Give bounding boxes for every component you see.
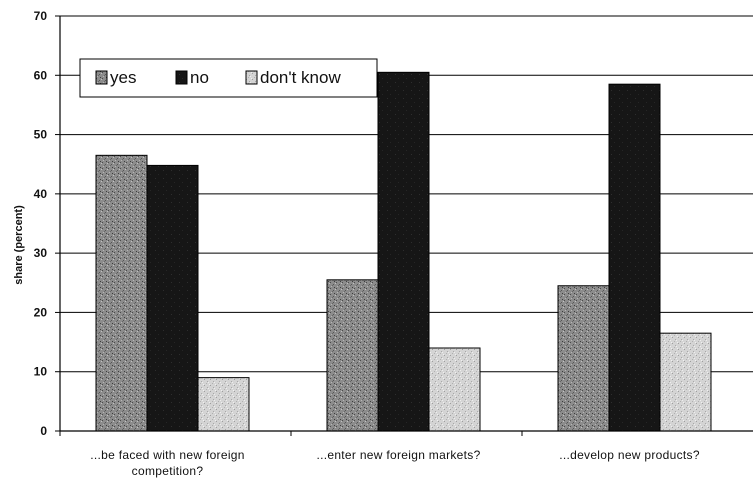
- y-tick-label: 30: [34, 246, 48, 260]
- bar-don-t-know-2: [659, 332, 712, 432]
- y-tick-label: 0: [40, 424, 47, 438]
- bar-no-1: [377, 71, 430, 432]
- axes-group: [59, 16, 753, 436]
- x-category-labels: ...be faced with new foreign competition?…: [90, 448, 700, 478]
- bars-group: [95, 71, 712, 432]
- bar-no-0: [146, 164, 199, 432]
- legend-swatch-yes: [95, 70, 108, 85]
- y-tick-labels: 0 10 20 30 40 50 60 70: [34, 9, 60, 438]
- legend-label-yes: yes: [110, 68, 136, 87]
- legend: yes no don't know: [79, 58, 378, 98]
- legend-label-dont-know: don't know: [260, 68, 341, 87]
- legend-swatch-dont-know: [245, 70, 258, 85]
- y-tick-label: 70: [34, 9, 48, 23]
- y-tick-label: 40: [34, 187, 48, 201]
- y-axis-label: share (percent): [13, 205, 25, 285]
- legend-swatch-no: [175, 70, 188, 85]
- y-tick-label: 10: [34, 365, 48, 379]
- bar-yes-2: [557, 285, 610, 432]
- y-tick-label: 50: [34, 128, 48, 142]
- legend-box: [79, 58, 378, 98]
- x-category-label: ...enter new foreign markets?: [316, 448, 480, 462]
- x-category-label: competition?: [132, 464, 204, 478]
- bar-don-t-know-1: [428, 347, 481, 432]
- bar-don-t-know-0: [197, 377, 250, 432]
- bar-yes-0: [95, 154, 148, 432]
- bar-yes-1: [326, 279, 379, 432]
- y-tick-label: 20: [34, 305, 48, 319]
- y-tick-label: 60: [34, 68, 48, 82]
- x-category-label: ...be faced with new foreign: [90, 448, 245, 462]
- bar-no-2: [608, 83, 661, 432]
- legend-label-no: no: [190, 68, 209, 87]
- x-category-label: ...develop new products?: [559, 448, 700, 462]
